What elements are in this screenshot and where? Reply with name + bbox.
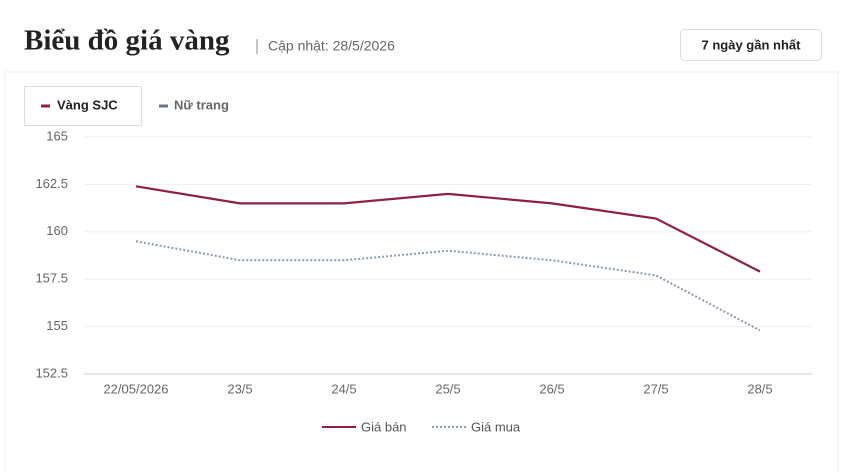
y-tick-label: 155 bbox=[46, 318, 68, 333]
tab-label[interactable]: Vàng SJC bbox=[57, 97, 118, 112]
series-line bbox=[135, 240, 761, 332]
legend-label: Giá bán bbox=[361, 419, 407, 434]
x-tick-label: 22/05/2026 bbox=[103, 381, 168, 396]
x-tick-label: 23/5 bbox=[227, 381, 252, 396]
tab-label[interactable]: Nữ trang bbox=[174, 97, 229, 112]
x-tick-label: 27/5 bbox=[643, 381, 668, 396]
y-tick-label: 165 bbox=[46, 128, 68, 143]
updated-date: Cập nhật: 28/5/2026 bbox=[268, 38, 395, 54]
y-tick-label: 160 bbox=[46, 223, 68, 238]
y-tick-label: 162.5 bbox=[35, 176, 68, 191]
x-tick-label: 24/5 bbox=[331, 381, 356, 396]
x-tick-label: 25/5 bbox=[435, 381, 460, 396]
card bbox=[4, 71, 839, 472]
page-title: Biểu đồ giá vàng bbox=[24, 25, 230, 57]
x-tick-label: 26/5 bbox=[539, 381, 564, 396]
range-button-label[interactable]: 7 ngày gần nhất bbox=[702, 37, 802, 52]
y-tick-label: 152.5 bbox=[35, 365, 68, 380]
series-line bbox=[135, 185, 761, 273]
x-tick-label: 28/5 bbox=[747, 381, 772, 396]
legend-label: Giá mua bbox=[471, 419, 521, 434]
range-button[interactable] bbox=[680, 29, 822, 61]
y-tick-label: 157.5 bbox=[35, 271, 68, 286]
